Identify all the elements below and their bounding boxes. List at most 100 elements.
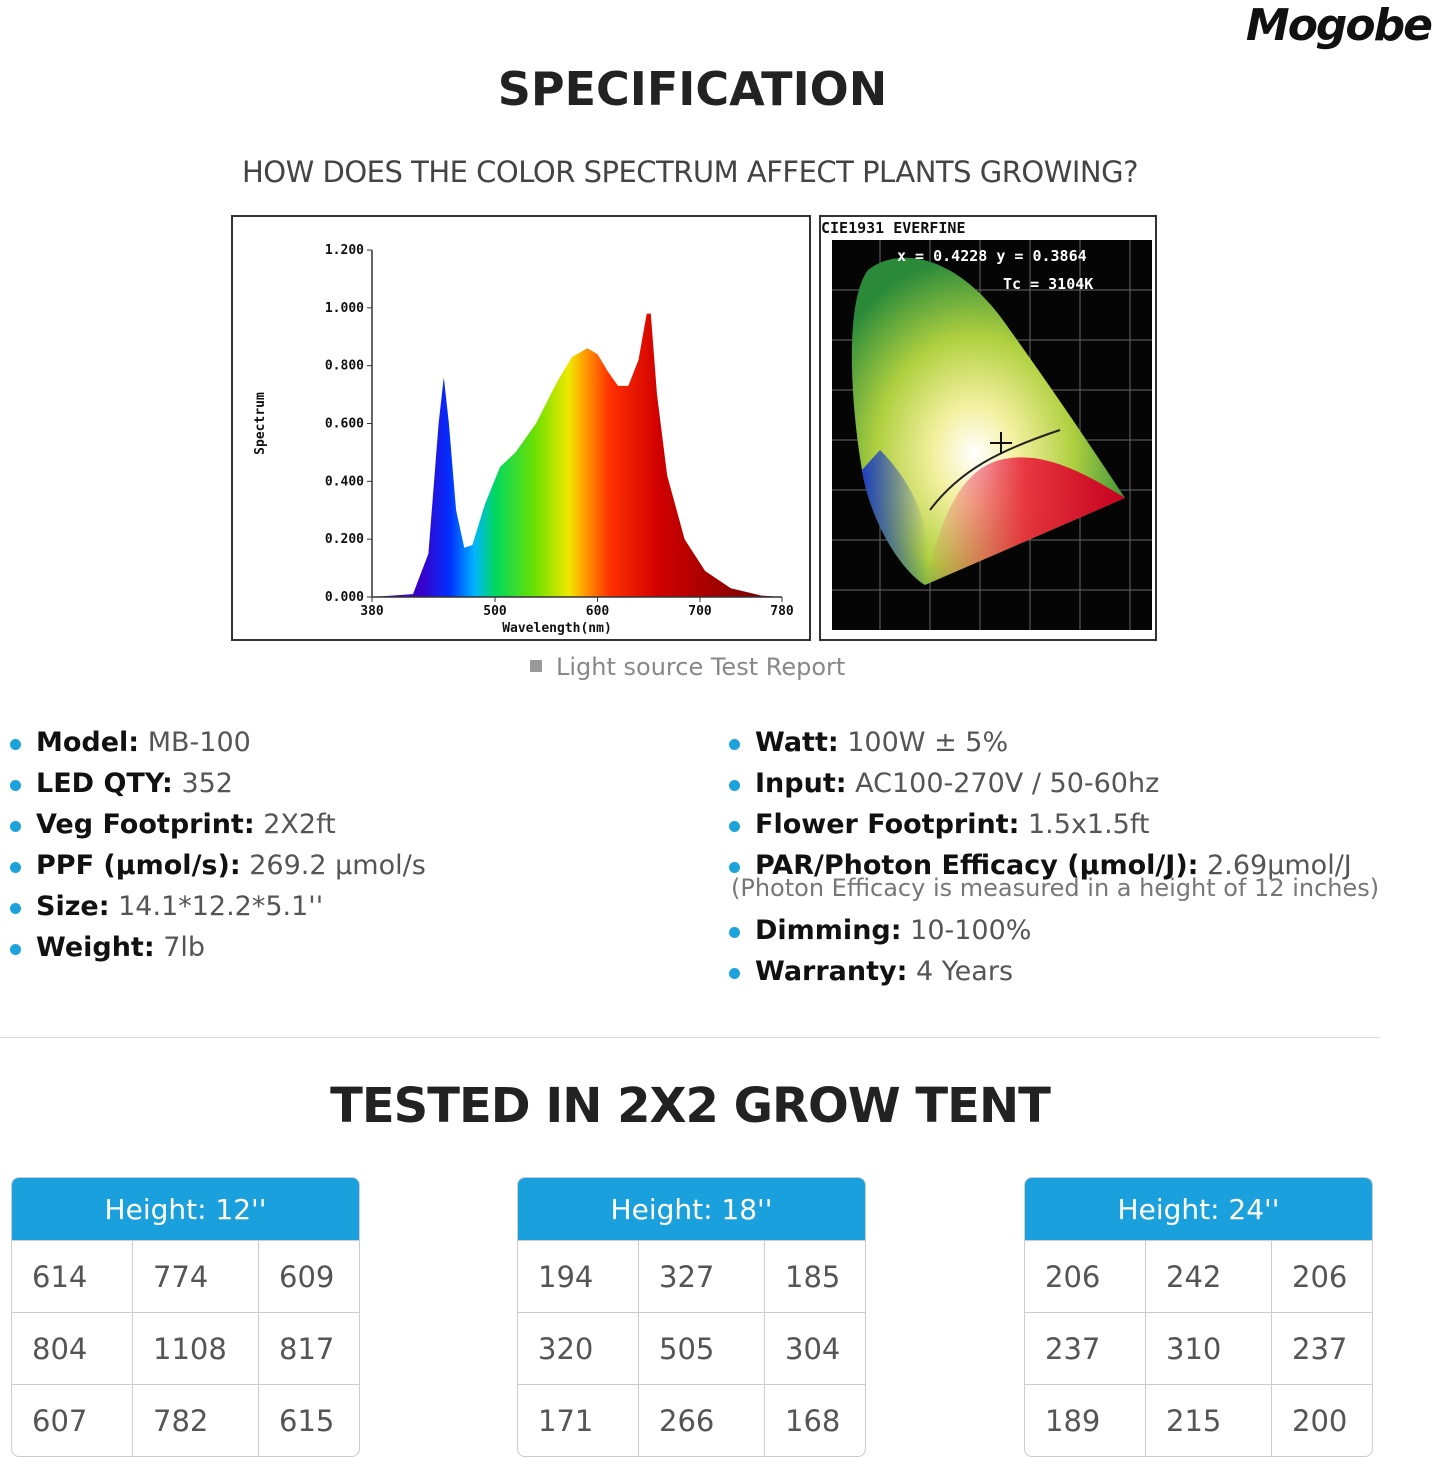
spec-item: Size: 14.1*12.2*5.1''	[10, 886, 426, 927]
height-table: Height: 18'' 194 327 185 320 505 304 171 266 168	[517, 1177, 866, 1457]
ppfd-cell: 194	[518, 1240, 638, 1312]
cie-red-region	[925, 457, 1125, 585]
y-tick-label: 0.600	[325, 417, 364, 432]
spec-item: Flower Footprint: 1.5x1.5ft	[728, 804, 1379, 845]
spec-value: 2.69μmol/J	[1207, 850, 1352, 881]
cie-title: CIE1931 EVERFINE	[821, 219, 966, 237]
spec-value: AC100-270V / 50-60hz	[855, 768, 1160, 799]
caption: Light source Test Report	[530, 653, 845, 681]
ppfd-cell: 782	[132, 1384, 258, 1456]
spec-label: Warranty:	[755, 956, 908, 987]
height-table: Height: 12'' 614 774 609 804 1108 817 607 782 615	[11, 1177, 360, 1457]
cie-point	[990, 432, 1012, 454]
ppfd-cell: 505	[638, 1312, 764, 1384]
y-tick-label: 0.800	[325, 359, 364, 374]
ppfd-cell: 804	[12, 1312, 132, 1384]
spec-item: Watt: 100W ± 5%	[728, 722, 1379, 763]
spec-item: Veg Footprint: 2X2ft	[10, 804, 426, 845]
spec-label: Veg Footprint:	[36, 809, 255, 840]
x-tick-label: 500	[483, 604, 507, 619]
y-axis-label: Spectrum	[253, 392, 268, 455]
spec-item: Model: MB-100	[10, 722, 426, 763]
ppfd-cell: 168	[764, 1384, 865, 1456]
x-tick-label: 380	[360, 604, 384, 619]
planckian-locus	[929, 429, 1061, 511]
ppfd-cell: 320	[518, 1312, 638, 1384]
y-tick-label: 0.400	[325, 474, 364, 489]
spec-label: Weight:	[36, 932, 155, 963]
ppfd-cell: 614	[12, 1240, 132, 1312]
brand-logo: Mogobe	[1245, 0, 1433, 51]
spec-label: Watt:	[755, 727, 839, 758]
spec-value: 269.2 μmol/s	[249, 850, 426, 881]
spec-label: Model:	[36, 727, 140, 758]
ppfd-cell: 200	[1271, 1384, 1372, 1456]
spec-item: PAR/Photon Efficacy (μmol/J): 2.69μmol/J	[728, 845, 1379, 886]
spec-item: Weight: 7lb	[10, 927, 426, 968]
spec-label: Input:	[755, 768, 847, 799]
ppfd-cell: 266	[638, 1384, 764, 1456]
x-tick-label: 780	[770, 604, 794, 619]
spec-value: 4 Years	[916, 956, 1014, 987]
spec-value: 10-100%	[910, 915, 1032, 946]
caption-text: Light source Test Report	[556, 653, 846, 681]
ppfd-cell: 609	[258, 1240, 359, 1312]
specs-right: Watt: 100W ± 5% Input: AC100-270V / 50-60…	[728, 722, 1380, 992]
ppfd-cell: 310	[1145, 1312, 1271, 1384]
y-tick-label: 1.000	[325, 301, 364, 316]
x-axis-label: Wavelength(nm)	[502, 621, 612, 636]
spec-label: PAR/Photon Efficacy (μmol/J):	[755, 850, 1199, 881]
ppfd-cell: 189	[1025, 1384, 1145, 1456]
ppfd-cell: 237	[1271, 1312, 1372, 1384]
y-tick-label: 0.000	[325, 590, 364, 605]
table-row: 194 327 185	[518, 1240, 865, 1312]
spec-label: PPF (μmol/s):	[36, 850, 241, 881]
spec-value: 14.1*12.2*5.1''	[118, 891, 324, 922]
spec-value: 100W ± 5%	[847, 727, 1009, 758]
spec-note: (Photon Efficacy is measured in a height…	[731, 874, 1380, 902]
spec-item: Dimming: 10-100%	[728, 910, 1379, 951]
ppfd-cell: 237	[1025, 1312, 1145, 1384]
caption-square	[530, 660, 542, 672]
spec-item: Warranty: 4 Years	[728, 951, 1379, 992]
spec-item: LED QTY: 352	[10, 763, 426, 804]
ppfd-cell: 215	[1145, 1384, 1271, 1456]
section-title: TESTED IN 2X2 GROW TENT	[330, 1078, 1051, 1134]
x-tick-label: 700	[688, 604, 712, 619]
ppfd-cell: 817	[258, 1312, 359, 1384]
divider	[0, 1037, 1380, 1038]
ppfd-cell: 206	[1271, 1240, 1372, 1312]
subtitle: HOW DOES THE COLOR SPECTRUM AFFECT PLANT…	[241, 155, 1139, 189]
ppfd-cell: 171	[518, 1384, 638, 1456]
table-row: 320 505 304	[518, 1312, 865, 1384]
table-row: 607 782 615	[12, 1384, 359, 1456]
spec-label: Flower Footprint:	[755, 809, 1020, 840]
spec-value: 2X2ft	[263, 809, 336, 840]
table-header: Height: 24''	[1025, 1178, 1372, 1240]
x-tick-label: 600	[586, 604, 610, 619]
ppfd-cell: 185	[764, 1240, 865, 1312]
y-tick-label: 1.200	[325, 243, 364, 258]
cie-blue-region	[862, 450, 928, 585]
ppfd-cell: 242	[1145, 1240, 1271, 1312]
height-table: Height: 24'' 206 242 206 237 310 237 189 215 200	[1024, 1177, 1373, 1457]
report-images: 0.000 0.200 0.400 0.600 0.800 1.000 1.200 380 50…	[231, 215, 1157, 641]
spec-value: MB-100	[147, 727, 251, 758]
spec-item: Input: AC100-270V / 50-60hz	[728, 763, 1379, 804]
ppfd-cell: 304	[764, 1312, 865, 1384]
table-row: 206 242 206	[1025, 1240, 1372, 1312]
table-row: 237 310 237	[1025, 1312, 1372, 1384]
ppfd-cell: 774	[132, 1240, 258, 1312]
table-header: Height: 12''	[12, 1178, 359, 1240]
spec-value: 352	[181, 768, 233, 799]
ppfd-cell: 327	[638, 1240, 764, 1312]
table-header-row: Height: 18''	[518, 1178, 865, 1240]
spec-label: Size:	[36, 891, 110, 922]
cie-coords: x = 0.4228 y = 0.3864	[897, 247, 1087, 265]
ppfd-cell: 615	[258, 1384, 359, 1456]
spec-value: 7lb	[163, 932, 206, 963]
specs-left: Model: MB-100 LED QTY: 352 Veg Footprint: …	[10, 722, 426, 968]
table-header: Height: 18''	[518, 1178, 865, 1240]
table-row: 189 215 200	[1025, 1384, 1372, 1456]
